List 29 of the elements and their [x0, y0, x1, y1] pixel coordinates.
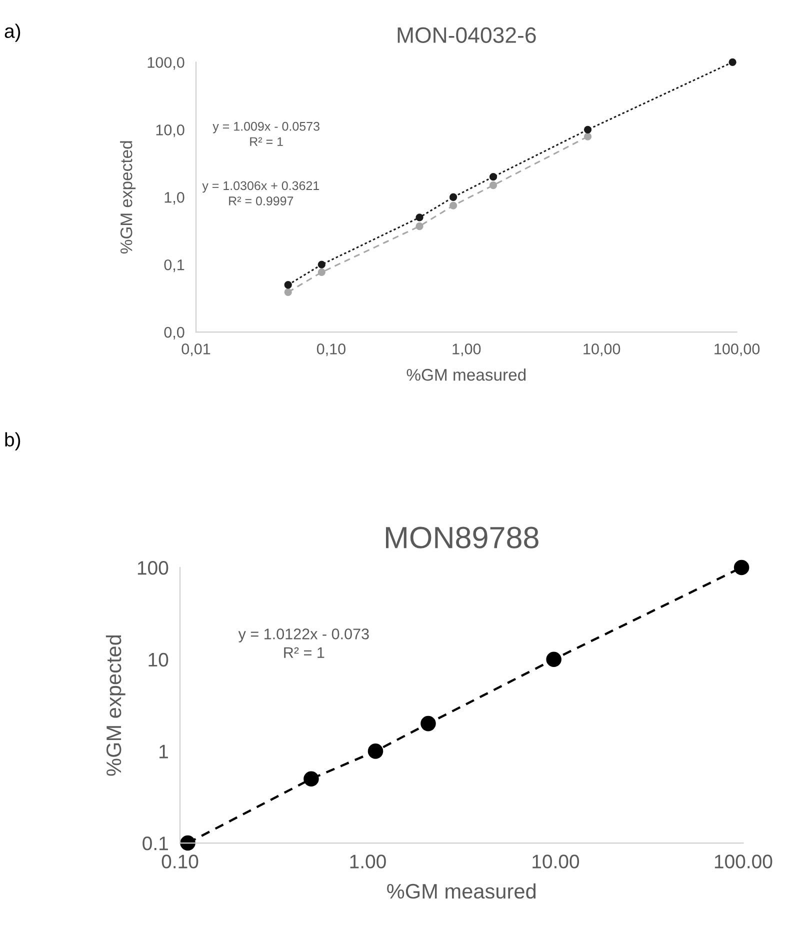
annotation: y = 1.0306x + 0.3621 R² = 0.9997 — [202, 181, 320, 206]
annotation: y = 1.0122x - 0.073 R² = 1 — [238, 628, 369, 658]
x-tick-label: 100.00 — [714, 854, 772, 868]
x-tick-label: 100,00 — [714, 344, 760, 356]
x-tick-label: 1,00 — [452, 344, 481, 356]
y-tick-label: 100 — [138, 561, 168, 575]
y-tick-label: 10,0 — [156, 124, 184, 138]
y-tick-label: 1 — [160, 744, 168, 758]
y-axis-title: %GM expected — [120, 141, 136, 254]
x-axis-title: %GM measured — [387, 883, 536, 899]
x-tick-label: 10.00 — [532, 854, 580, 868]
text: a) — [4, 24, 20, 42]
y-axis-title: %GM expected — [106, 635, 126, 776]
y-tick-label: 1,0 — [164, 192, 184, 205]
x-tick-label: 0.10 — [162, 854, 198, 868]
y-tick-label: 0,0 — [164, 326, 184, 340]
text: b) — [5, 432, 20, 450]
x-axis-title: %GM measured — [406, 368, 526, 381]
x-tick-label: 0,10 — [316, 344, 346, 356]
y-tick-label: 100,0 — [148, 57, 184, 70]
chart-title: MON89788 — [386, 526, 538, 548]
x-tick-label: 10,00 — [584, 344, 620, 356]
y-tick-label: 0.1 — [142, 836, 168, 850]
annotation: y = 1.009x - 0.0573 R² = 1 — [212, 122, 320, 146]
x-tick-label: 1.00 — [350, 854, 386, 868]
x-tick-label: 0,01 — [182, 344, 210, 356]
y-tick-label: 10 — [148, 652, 168, 667]
chart-title: MON-04032-6 — [398, 27, 536, 43]
y-tick-label: 0,1 — [164, 259, 184, 272]
